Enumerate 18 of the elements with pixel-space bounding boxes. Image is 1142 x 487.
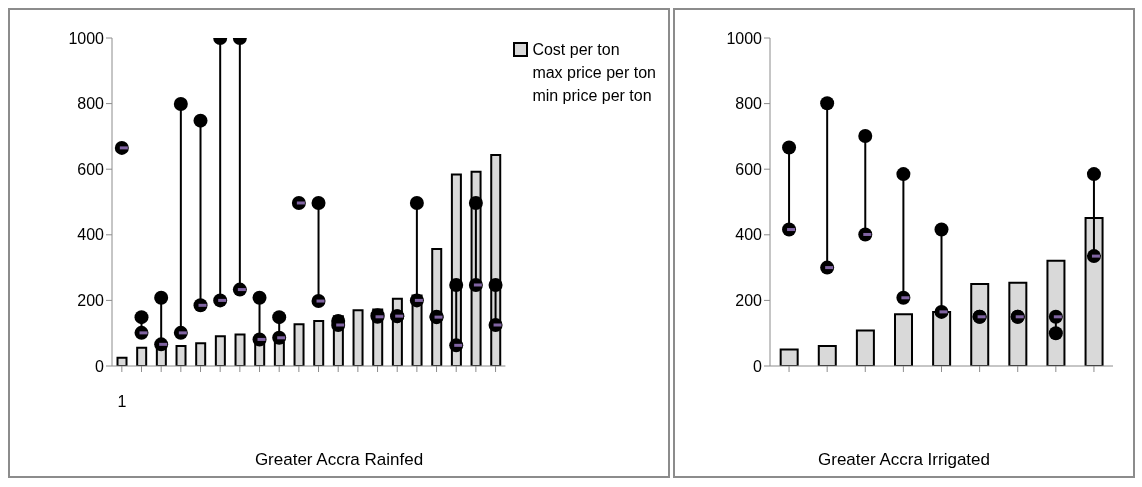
y-tick-label: 200 [735,292,763,310]
y-tick-label: 1000 [68,29,105,47]
y-tick-label: 800 [735,95,763,113]
x-tick-label: 1 [117,393,127,411]
x-axis-title: Greater Accra Rainfed [253,450,425,470]
y-tick-label: 800 [77,95,105,113]
y-tick-label: 1000 [726,29,763,47]
y-tick-label: 600 [77,160,105,178]
x-axis-title: Greater Accra Irrigated [817,450,991,470]
y-tick-label: 0 [753,357,763,375]
y-tick-label: 200 [77,292,105,310]
y-tick-label: 400 [735,226,763,244]
y-tick-label: 400 [77,226,105,244]
text: max price per ton [532,63,656,83]
y-tick-label: 600 [735,160,763,178]
y-tick-label: 0 [95,357,105,375]
legend-label: Cost per ton [532,40,620,60]
text: min price per ton [532,86,652,106]
